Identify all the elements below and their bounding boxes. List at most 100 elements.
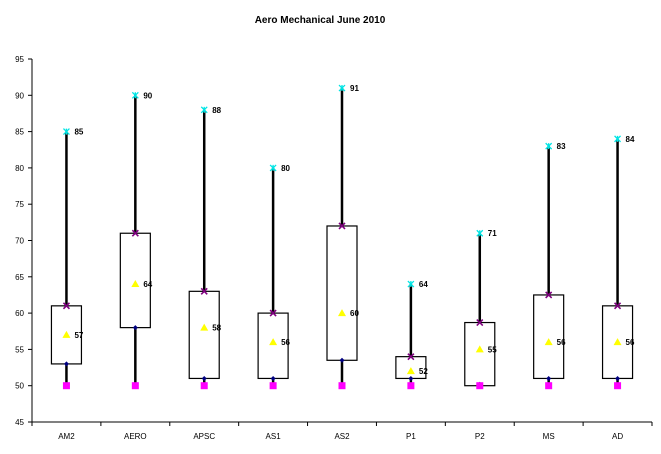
mean-value-label: 56 <box>557 338 566 347</box>
x-tick-label: APSC <box>193 432 215 441</box>
median-marker <box>270 375 276 381</box>
box-body <box>188 290 220 380</box>
y-tick-label: 50 <box>15 382 24 391</box>
min-marker <box>338 382 346 390</box>
q3-marker <box>338 222 346 230</box>
box-group-as2: 91 60 <box>326 84 359 390</box>
mean-value-label: 60 <box>350 309 359 318</box>
y-tick-label: 60 <box>15 309 24 318</box>
box-group-as1: 80 56 <box>257 164 291 390</box>
y-tick-label: 95 <box>15 55 24 64</box>
max-marker <box>407 280 415 288</box>
box-group-ad: 84 56 <box>601 135 635 390</box>
y-axis: 45 50 55 60 65 70 75 80 85 90 95 <box>15 55 33 427</box>
max-value-label: 80 <box>281 164 290 173</box>
mean-value-label: 64 <box>143 280 152 289</box>
y-tick-label: 85 <box>15 128 24 137</box>
min-marker <box>407 382 415 390</box>
median-marker <box>132 325 138 331</box>
y-tick-label: 90 <box>15 91 24 100</box>
q3-marker <box>62 302 71 310</box>
x-tick-label: AS2 <box>334 432 350 441</box>
q3-marker <box>545 291 553 299</box>
mean-value-label: 56 <box>626 338 635 347</box>
max-marker <box>614 135 622 143</box>
max-marker <box>476 229 484 237</box>
mean-marker <box>613 338 622 346</box>
max-value-label: 64 <box>419 280 428 289</box>
x-tick-label: P1 <box>406 432 416 441</box>
mean-marker <box>200 323 209 331</box>
max-marker <box>131 91 139 99</box>
max-value-label: 91 <box>350 84 359 93</box>
box-group-apsc: 88 58 <box>188 106 222 390</box>
box-group-p2: 71 55 <box>464 229 497 390</box>
chart-title: Aero Mechanical June 2010 <box>255 15 386 26</box>
x-tick-label: P2 <box>475 432 485 441</box>
max-marker <box>200 106 208 114</box>
mean-marker <box>269 338 278 346</box>
min-marker <box>476 382 484 390</box>
y-tick-label: 75 <box>15 200 24 209</box>
max-value-label: 71 <box>488 229 497 238</box>
max-marker <box>545 142 553 150</box>
q3-marker <box>407 353 415 361</box>
x-tick-label: AM2 <box>58 432 75 441</box>
q3-marker <box>269 309 277 317</box>
mean-marker <box>338 309 346 317</box>
median-marker <box>339 357 345 363</box>
min-marker <box>545 382 553 390</box>
box-body <box>464 321 496 387</box>
mean-marker <box>544 338 553 346</box>
y-tick-label: 55 <box>15 345 24 354</box>
q3-marker <box>200 287 208 295</box>
median-marker <box>546 375 552 381</box>
mean-value-label: 58 <box>212 324 221 333</box>
q3-marker <box>476 318 484 327</box>
min-marker <box>200 382 208 390</box>
min-marker <box>269 382 277 390</box>
mean-marker <box>62 330 71 338</box>
mean-marker <box>131 280 140 288</box>
median-marker <box>615 375 621 381</box>
max-marker <box>269 164 277 172</box>
box-body <box>326 225 358 361</box>
x-tick-label: AD <box>612 432 623 441</box>
mean-marker <box>406 367 415 375</box>
q3-marker <box>131 229 139 237</box>
mean-value-label: 55 <box>488 345 497 354</box>
box-group-p1: 64 52 <box>395 280 428 390</box>
plot-area: 85 57 90 64 88 58 80 56 91 60 64 52 71 55 83 56 84 56 <box>50 84 635 390</box>
mean-value-label: 57 <box>74 331 83 340</box>
mean-value-label: 52 <box>419 367 428 376</box>
box-body <box>533 294 565 380</box>
q3-marker <box>613 302 622 310</box>
y-tick-label: 80 <box>15 164 24 173</box>
median-marker <box>63 361 69 367</box>
y-tick-label: 70 <box>15 237 24 246</box>
min-marker <box>131 382 139 390</box>
max-value-label: 83 <box>557 142 566 151</box>
x-axis: AM2 AERO APSC AS1 AS2 P1 P2 MS AD <box>31 421 653 441</box>
max-marker <box>62 128 70 136</box>
box-group-aero: 90 64 <box>119 91 153 390</box>
median-marker <box>201 375 207 381</box>
mean-value-label: 56 <box>281 338 290 347</box>
mean-marker <box>475 345 484 353</box>
y-tick-label: 65 <box>15 273 24 282</box>
max-marker <box>338 84 346 92</box>
box-group-ms: 83 56 <box>533 142 566 390</box>
max-value-label: 85 <box>74 128 83 137</box>
max-value-label: 90 <box>143 91 152 100</box>
x-tick-label: AS1 <box>266 432 282 441</box>
x-tick-label: AERO <box>124 432 147 441</box>
min-marker <box>614 382 622 390</box>
y-tick-label: 45 <box>15 418 24 427</box>
max-value-label: 88 <box>212 106 221 115</box>
min-marker <box>62 382 70 390</box>
max-value-label: 84 <box>626 135 635 144</box>
box-group-am2: 85 57 <box>50 128 84 390</box>
median-marker <box>408 375 414 381</box>
x-tick-label: MS <box>543 432 555 441</box>
